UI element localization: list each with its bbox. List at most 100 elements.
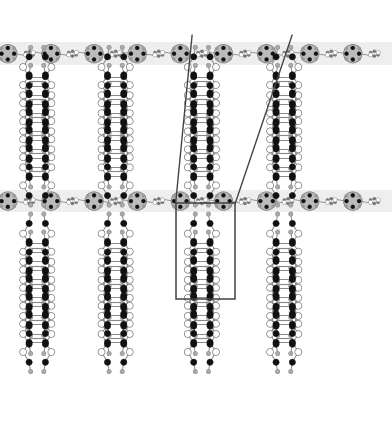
Circle shape xyxy=(289,240,296,246)
Circle shape xyxy=(193,203,198,207)
Circle shape xyxy=(289,90,296,96)
Circle shape xyxy=(289,352,293,356)
Circle shape xyxy=(48,302,55,309)
Circle shape xyxy=(191,293,197,299)
Circle shape xyxy=(104,220,111,226)
Circle shape xyxy=(282,53,287,57)
Circle shape xyxy=(29,131,33,135)
Circle shape xyxy=(126,330,133,337)
Circle shape xyxy=(121,173,127,179)
Circle shape xyxy=(48,277,55,283)
Circle shape xyxy=(301,199,305,203)
Circle shape xyxy=(98,110,105,117)
Circle shape xyxy=(26,164,32,170)
Circle shape xyxy=(184,128,191,135)
Circle shape xyxy=(295,312,302,320)
Circle shape xyxy=(295,136,302,143)
Circle shape xyxy=(104,136,111,143)
Circle shape xyxy=(107,352,111,356)
Circle shape xyxy=(315,57,318,61)
Circle shape xyxy=(42,126,49,132)
Circle shape xyxy=(178,205,182,209)
Circle shape xyxy=(107,131,111,135)
Circle shape xyxy=(42,312,49,319)
Circle shape xyxy=(120,81,124,86)
Circle shape xyxy=(204,201,207,204)
Circle shape xyxy=(107,167,111,171)
Circle shape xyxy=(42,120,49,127)
Circle shape xyxy=(200,50,203,53)
Circle shape xyxy=(289,81,293,86)
Circle shape xyxy=(126,128,133,135)
Circle shape xyxy=(0,52,4,56)
Circle shape xyxy=(184,118,191,125)
Circle shape xyxy=(289,136,296,143)
Circle shape xyxy=(212,154,220,161)
Circle shape xyxy=(273,192,279,199)
Circle shape xyxy=(276,315,280,320)
Circle shape xyxy=(20,302,27,309)
Circle shape xyxy=(295,82,302,88)
Circle shape xyxy=(289,155,296,161)
Circle shape xyxy=(42,266,46,270)
Circle shape xyxy=(104,323,111,329)
Circle shape xyxy=(289,149,293,153)
Circle shape xyxy=(107,212,111,216)
Circle shape xyxy=(26,238,32,245)
Circle shape xyxy=(29,315,33,320)
Circle shape xyxy=(295,266,302,273)
Circle shape xyxy=(308,193,312,197)
Circle shape xyxy=(247,51,251,55)
Circle shape xyxy=(191,330,197,337)
Circle shape xyxy=(330,50,333,53)
Circle shape xyxy=(120,297,124,302)
Circle shape xyxy=(207,256,213,263)
Circle shape xyxy=(315,47,318,50)
Circle shape xyxy=(104,267,111,273)
Circle shape xyxy=(26,294,32,301)
Circle shape xyxy=(207,146,213,152)
Circle shape xyxy=(111,198,113,201)
Circle shape xyxy=(121,83,127,89)
Circle shape xyxy=(129,199,133,203)
Circle shape xyxy=(191,276,197,282)
Circle shape xyxy=(157,197,160,200)
Circle shape xyxy=(207,83,213,89)
Circle shape xyxy=(20,320,27,327)
Circle shape xyxy=(48,100,55,107)
Circle shape xyxy=(42,128,49,134)
Circle shape xyxy=(42,83,49,89)
Circle shape xyxy=(42,230,46,234)
Circle shape xyxy=(191,139,197,145)
Circle shape xyxy=(107,230,111,234)
Circle shape xyxy=(273,74,279,80)
Circle shape xyxy=(104,54,111,60)
Circle shape xyxy=(32,53,34,56)
Circle shape xyxy=(193,185,198,189)
Circle shape xyxy=(121,120,127,127)
Circle shape xyxy=(104,303,111,309)
Circle shape xyxy=(206,117,211,122)
Circle shape xyxy=(273,330,279,337)
Circle shape xyxy=(295,164,302,171)
Circle shape xyxy=(92,193,96,197)
Circle shape xyxy=(121,146,127,152)
Circle shape xyxy=(42,136,49,143)
Circle shape xyxy=(191,238,197,245)
Circle shape xyxy=(48,118,55,125)
Circle shape xyxy=(191,256,197,263)
Circle shape xyxy=(273,323,279,329)
Circle shape xyxy=(229,205,232,208)
Circle shape xyxy=(120,333,124,338)
Circle shape xyxy=(104,330,111,337)
Circle shape xyxy=(121,192,127,199)
Circle shape xyxy=(20,230,27,237)
Circle shape xyxy=(42,63,46,68)
Circle shape xyxy=(214,192,232,210)
Circle shape xyxy=(42,369,46,374)
Circle shape xyxy=(267,118,274,125)
Circle shape xyxy=(154,51,156,54)
Circle shape xyxy=(193,369,198,374)
Circle shape xyxy=(204,53,207,56)
Circle shape xyxy=(289,256,296,263)
